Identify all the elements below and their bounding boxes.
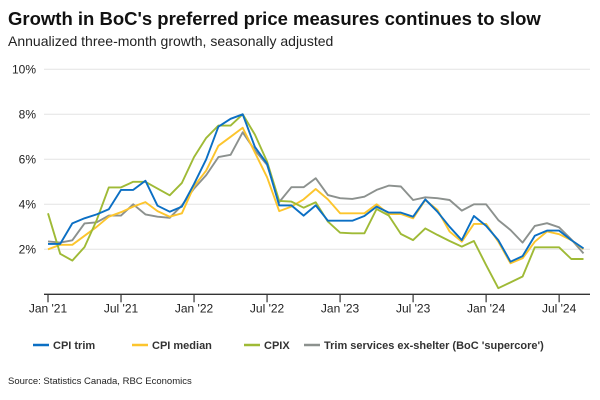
y-tick-label: 8% [19, 107, 37, 121]
chart-title: Growth in BoC's preferred price measures… [8, 8, 541, 29]
x-tick-label: Jul '23 [396, 301, 431, 315]
x-tick-label: Jan '23 [321, 301, 360, 315]
series-line-0 [48, 113, 585, 263]
legend-label: CPIX [264, 340, 290, 352]
source-note: Source: Statistics Canada, RBC Economics [8, 376, 192, 387]
x-tick-label: Jul '22 [250, 301, 285, 315]
x-tick-label: Jul '21 [104, 301, 139, 315]
legend-label: Trim services ex-shelter (BoC 'supercore… [324, 340, 544, 352]
x-tick-label: Jul '24 [542, 301, 577, 315]
series-line-3 [47, 131, 585, 255]
x-tick-label: Jan '22 [175, 301, 214, 315]
y-tick-label: 10% [12, 62, 36, 76]
legend-label: CPI median [152, 340, 212, 352]
series-line-1 [47, 126, 585, 265]
x-tick-label: Jan '21 [29, 301, 68, 315]
x-tick-label: Jan '24 [467, 301, 506, 315]
y-tick-label: 4% [19, 197, 37, 211]
y-tick-label: 6% [19, 152, 37, 166]
series-line-2 [47, 113, 584, 290]
y-tick-label: 2% [19, 242, 37, 256]
legend-label: CPI trim [53, 340, 95, 352]
chart-subtitle: Annualized three-month growth, seasonall… [8, 33, 333, 49]
